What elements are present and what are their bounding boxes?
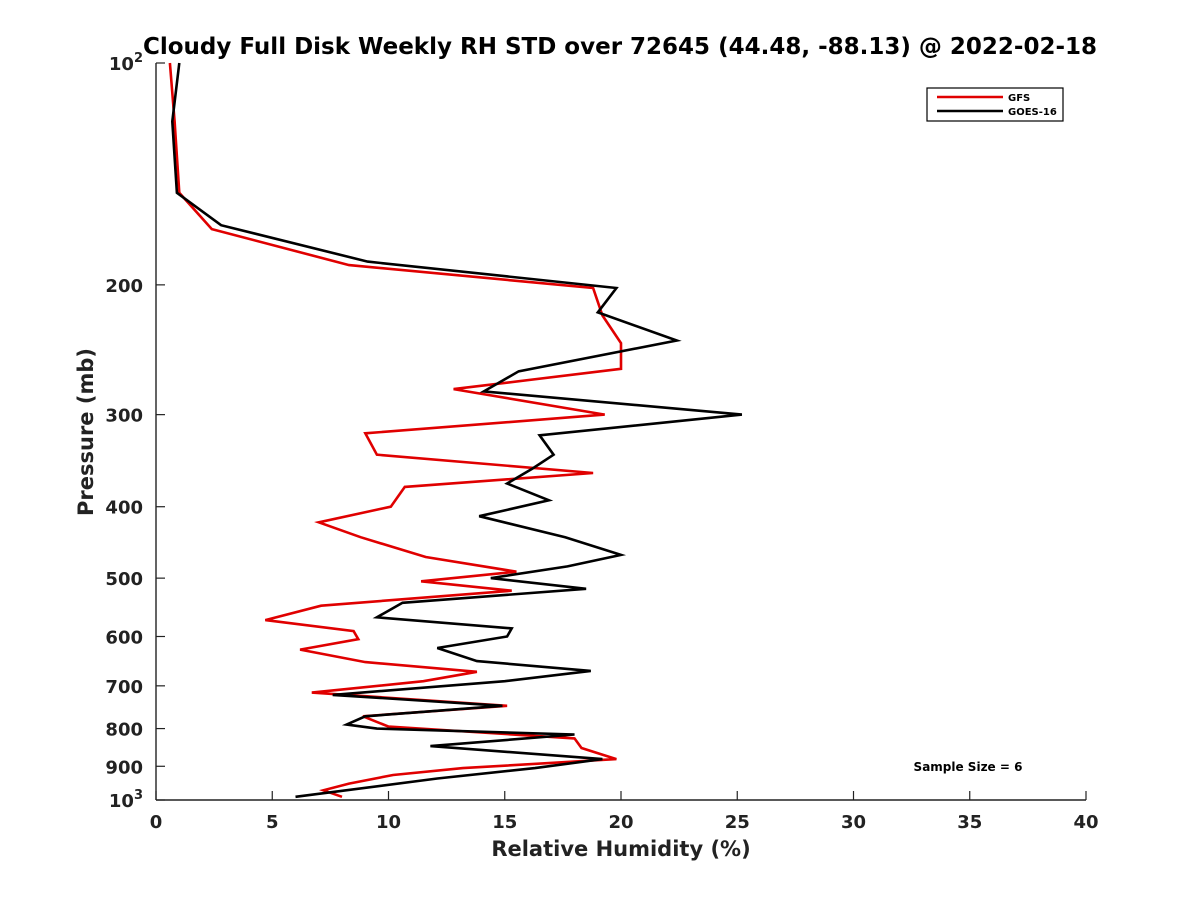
y-tick-label-2: 300	[105, 406, 143, 427]
series-line-goes-16	[170, 62, 743, 799]
y-tick-label-5: 600	[105, 627, 143, 648]
x-axis-ticks: 0 5 10 15 20 25 30 35 40	[150, 791, 1099, 833]
y-tick-label-exp-9: 3	[134, 788, 143, 803]
x-tick-label-6: 30	[841, 812, 866, 833]
x-tick-label-2: 10	[376, 812, 401, 833]
legend-label-goes-16: GOES-16	[1008, 107, 1057, 118]
x-tick-label-1: 5	[266, 812, 279, 833]
y-axis-label: Pressure (mb)	[74, 348, 98, 516]
x-tick-label-0: 0	[150, 812, 163, 833]
x-tick-label-4: 20	[608, 812, 633, 833]
y-tick-label-6: 700	[105, 677, 143, 698]
x-tick-label-8: 40	[1073, 812, 1098, 833]
x-tick-label-3: 15	[492, 812, 517, 833]
legend-label-gfs: GFS	[1008, 93, 1030, 104]
legend-box	[926, 87, 1064, 122]
y-tick-label-exp-0: 2	[134, 51, 143, 66]
y-tick-label-8: 900	[105, 757, 143, 778]
y-tick-label-4: 500	[105, 569, 143, 590]
y-tick-label-9: 103	[109, 788, 143, 812]
y-tick-label-1: 200	[105, 276, 143, 297]
axes-frame	[155, 63, 1086, 801]
series-layer	[168, 62, 743, 799]
sample-size-annotation: Sample Size = 6	[914, 760, 1023, 774]
y-tick-label-0: 102	[109, 51, 143, 75]
chart-title: Cloudy Full Disk Weekly RH STD over 7264…	[143, 34, 1097, 60]
y-tick-label-base-0: 10	[109, 54, 134, 75]
x-axis-label: Relative Humidity (%)	[491, 837, 750, 861]
x-tick-label-7: 35	[957, 812, 982, 833]
y-tick-label-7: 800	[105, 720, 143, 741]
series-line-gfs	[168, 62, 623, 799]
x-tick-label-5: 25	[725, 812, 750, 833]
y-tick-label-3: 400	[105, 498, 143, 519]
legend: GFS GOES-16	[926, 87, 1064, 122]
y-tick-label-base-9: 10	[109, 791, 134, 812]
